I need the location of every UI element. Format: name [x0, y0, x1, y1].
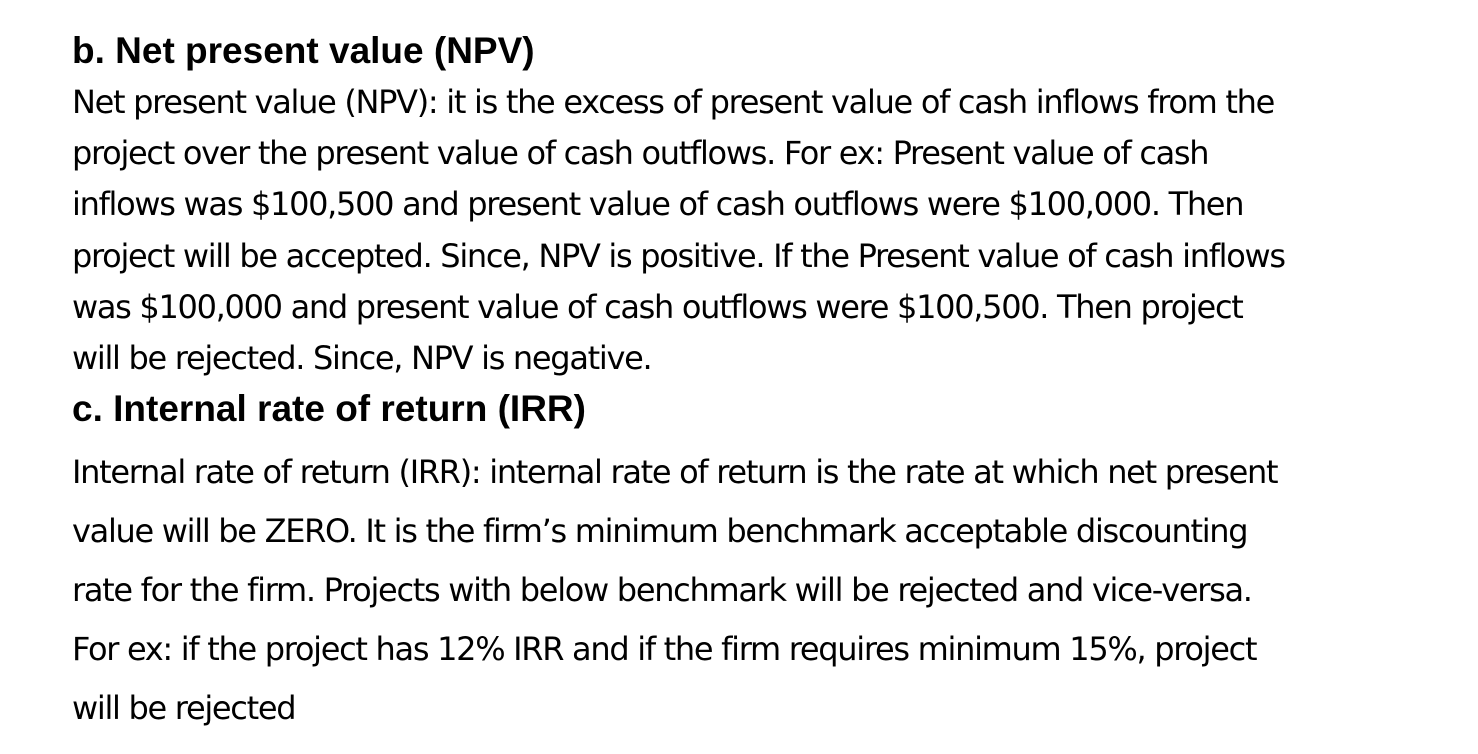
paragraph-line: For ex: if the project has 12% IRR and i… [72, 630, 1258, 668]
paragraph-line: project will be accepted. Since, NPV is … [72, 236, 1286, 275]
paragraph-line: will be rejected [72, 689, 297, 727]
paragraph-irr: Internal rate of return (IRR): internal … [72, 443, 1279, 738]
paragraph-line: will be rejected. Since, NPV is negative… [72, 339, 653, 378]
section-heading-npv: b. Net present value (NPV) [72, 30, 535, 71]
section-heading-irr: c. Internal rate of return (IRR) [72, 388, 586, 429]
paragraph-line: inflows was $100,500 and present value o… [72, 185, 1244, 224]
paragraph-npv: Net present value (NPV): it is the exces… [72, 77, 1286, 384]
paragraph-line: Net present value (NPV): it is the exces… [72, 83, 1275, 121]
paragraph-line: was $100,000 and present value of cash o… [72, 287, 1244, 326]
paragraph-line: value will be ZERO. It is the firm’s min… [72, 512, 1249, 550]
paragraph-line: Internal rate of return (IRR): internal … [72, 453, 1279, 491]
paragraph-line: rate for the firm. Projects with below b… [72, 571, 1253, 609]
paragraph-line: project over the present value of cash o… [72, 134, 1210, 173]
